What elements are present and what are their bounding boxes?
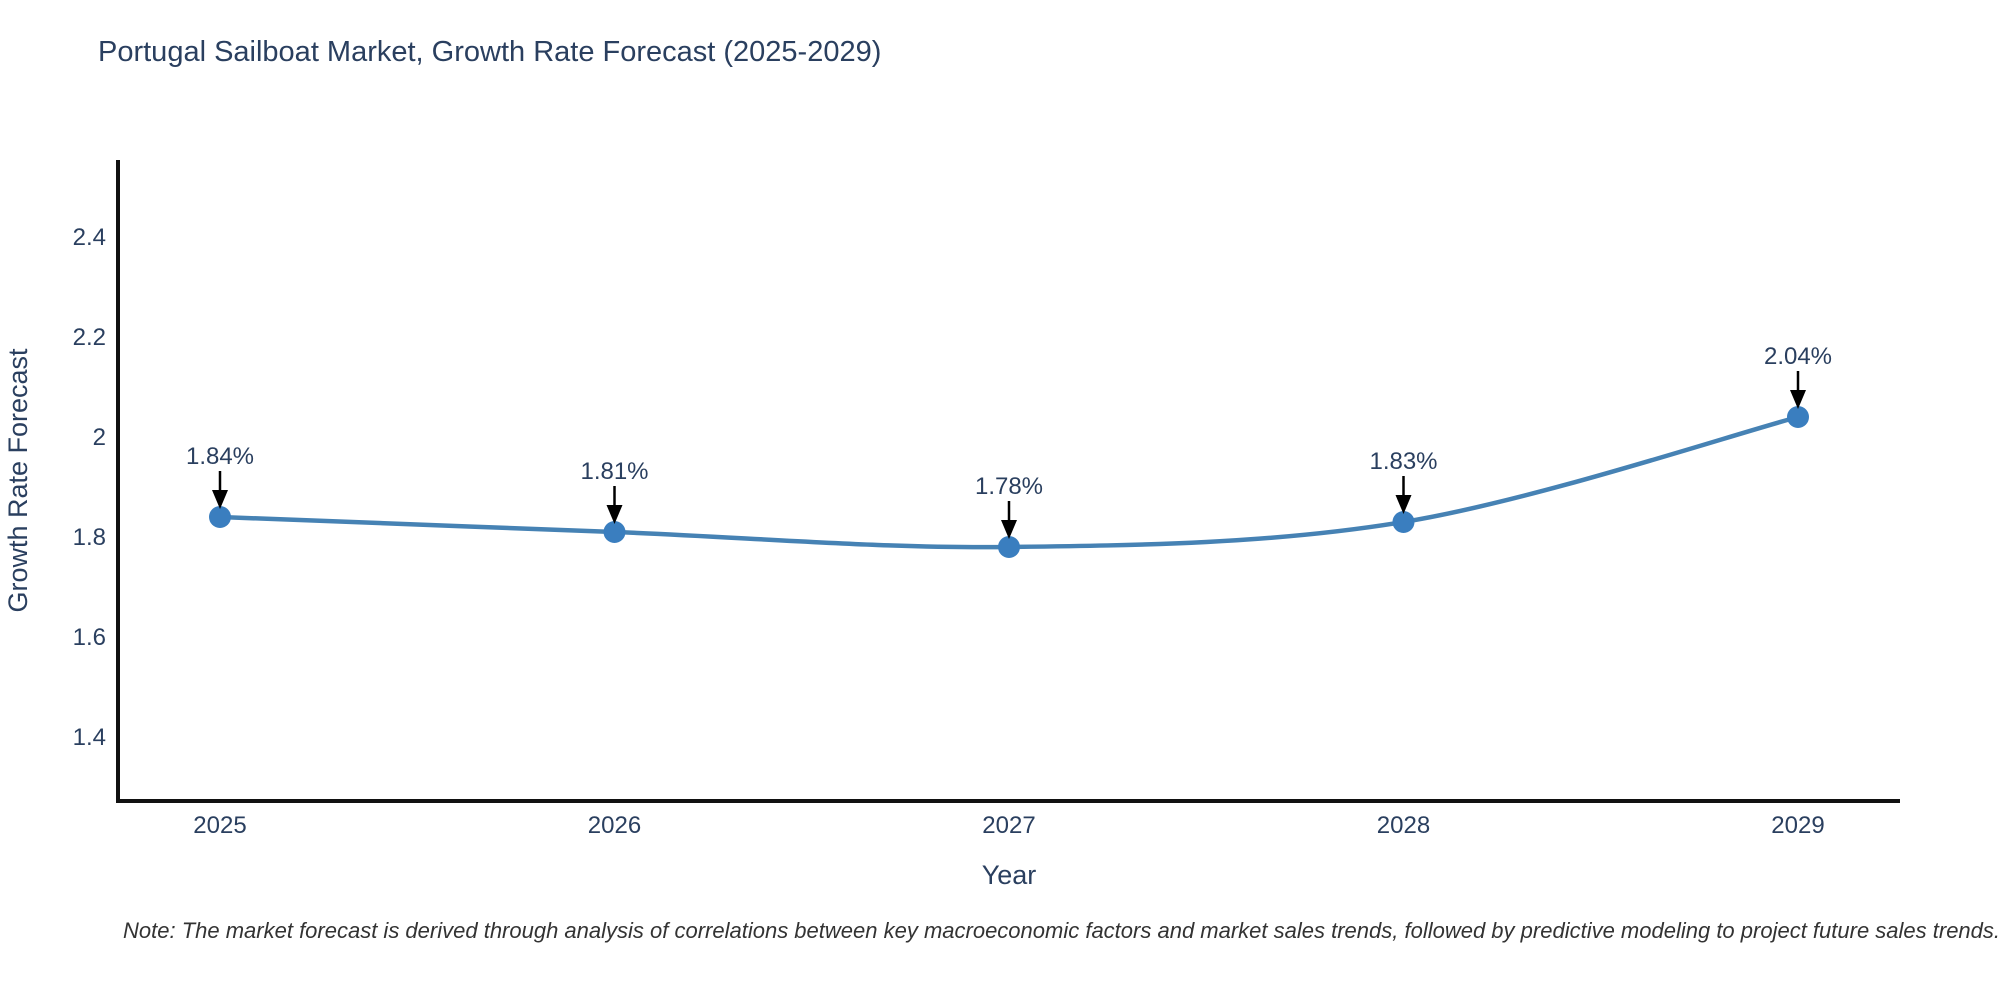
x-tick-label: 2026: [588, 812, 641, 839]
data-point-marker: [603, 521, 626, 543]
y-tick-label: 1.6: [73, 624, 106, 651]
x-tick-label: 2027: [982, 812, 1035, 839]
y-tick-label: 1.4: [73, 724, 106, 751]
y-tick-label: 2.2: [73, 324, 106, 351]
annotation-arrow-head: [1790, 390, 1806, 409]
data-point-label: 1.84%: [186, 443, 254, 470]
y-tick-label: 2.4: [73, 224, 106, 251]
data-point-label: 1.83%: [1369, 448, 1437, 475]
annotation-arrow-head: [1001, 520, 1017, 539]
y-tick-label: 1.8: [73, 524, 106, 551]
data-point-marker: [1392, 511, 1415, 533]
data-point-label: 1.78%: [975, 473, 1043, 500]
x-tick-label: 2028: [1377, 812, 1430, 839]
x-tick-label: 2029: [1771, 812, 1824, 839]
annotation-arrow-head: [606, 505, 623, 524]
y-axis-title: Growth Rate Forecast: [3, 348, 33, 613]
data-point-label: 2.04%: [1764, 343, 1832, 370]
x-axis-title: Year: [982, 860, 1037, 890]
data-point-marker: [209, 506, 231, 528]
chart-title: Portugal Sailboat Market, Growth Rate Fo…: [98, 36, 882, 68]
annotation-arrow-head: [1395, 495, 1412, 514]
data-point-label: 1.81%: [580, 458, 648, 485]
x-tick-label: 2025: [193, 812, 246, 839]
data-point-marker: [1787, 406, 1809, 428]
axis-lines: [116, 160, 1900, 803]
data-point-marker: [998, 536, 1020, 558]
chart-note: Note: The market forecast is derived thr…: [123, 918, 2000, 943]
y-tick-label: 2: [93, 424, 106, 451]
annotation-arrow-head: [212, 490, 228, 509]
